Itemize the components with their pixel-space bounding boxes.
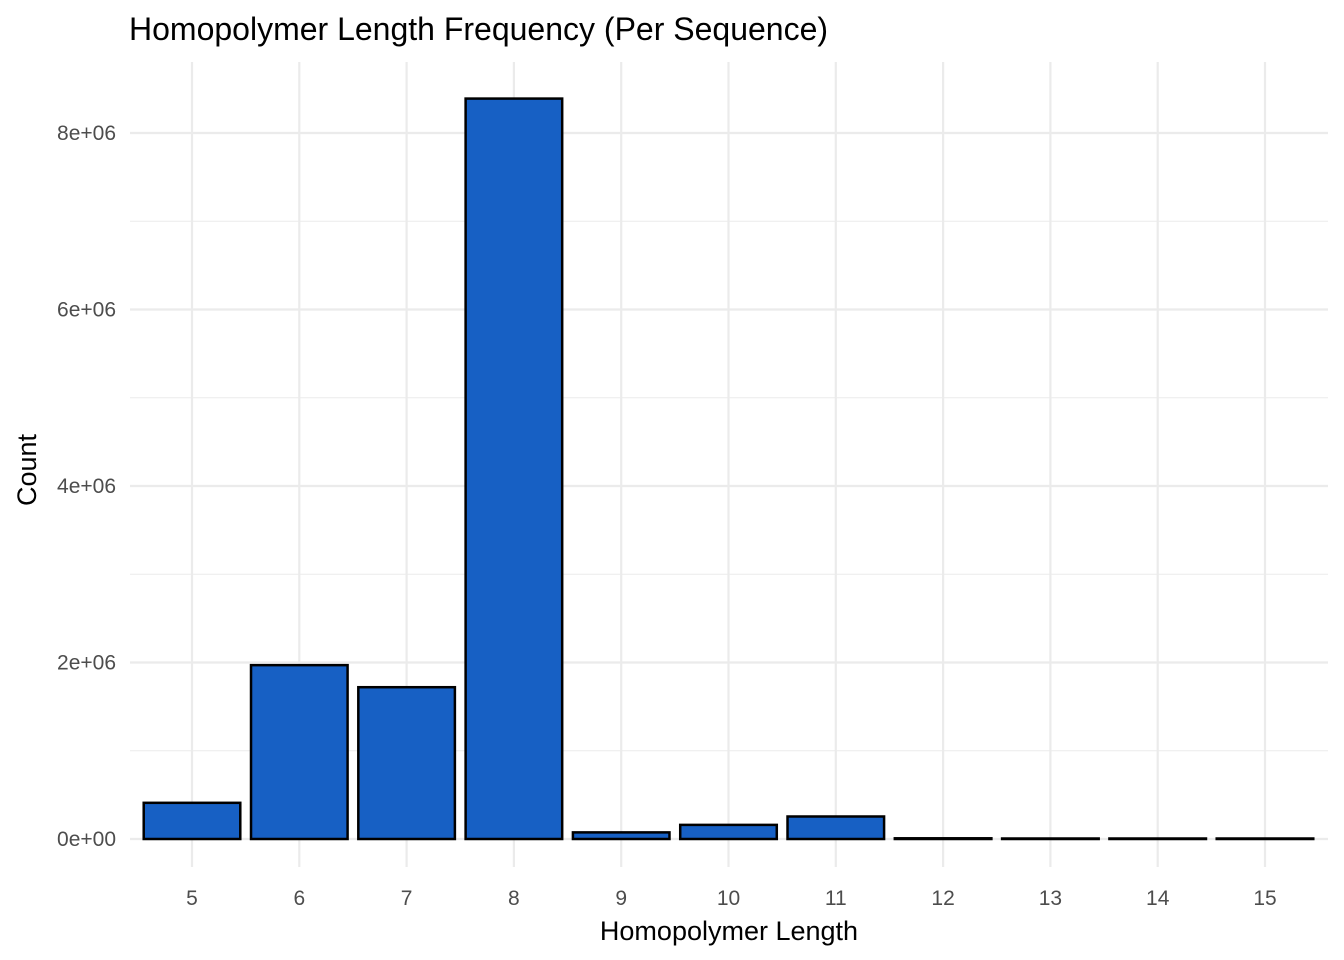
chart-title: Homopolymer Length Frequency (Per Sequen… [129, 11, 828, 47]
x-tick-labels: 5 6 7 8 9 10 11 12 13 14 15 [186, 887, 1277, 910]
x-tick-label: 6 [293, 887, 305, 910]
y-tick-label: 4e+06 [57, 475, 116, 498]
y-tick-labels: 0e+00 2e+06 4e+06 6e+06 8e+06 [57, 122, 116, 851]
x-tick-label: 13 [1039, 887, 1062, 910]
y-tick-label: 2e+06 [57, 652, 116, 675]
bar-15 [1215, 837, 1315, 841]
bar-11 [786, 815, 886, 841]
x-tick-label: 15 [1253, 887, 1276, 910]
y-tick-label: 0e+00 [57, 828, 116, 851]
x-tick-label: 7 [401, 887, 413, 910]
y-axis-title: Count [12, 433, 42, 506]
y-tick-label: 6e+06 [57, 299, 116, 322]
bars [142, 97, 1315, 841]
bar-12 [893, 837, 993, 841]
x-tick-label: 11 [825, 887, 847, 910]
x-tick-label: 9 [615, 887, 627, 910]
bar-7 [357, 685, 457, 841]
y-tick-label: 8e+06 [57, 122, 116, 145]
bar-14 [1108, 837, 1208, 841]
x-axis-title: Homopolymer Length [600, 916, 858, 946]
x-tick-label: 8 [508, 887, 520, 910]
bar-5 [142, 801, 242, 841]
bar-10 [678, 823, 779, 841]
x-tick-label: 5 [186, 887, 198, 910]
x-tick-label: 12 [931, 887, 954, 910]
bar-13 [1000, 837, 1100, 841]
x-tick-label: 10 [717, 887, 740, 910]
bar-8 [464, 97, 564, 841]
bar-9 [571, 831, 671, 841]
bar-6 [249, 663, 349, 841]
x-tick-label: 14 [1146, 887, 1170, 910]
